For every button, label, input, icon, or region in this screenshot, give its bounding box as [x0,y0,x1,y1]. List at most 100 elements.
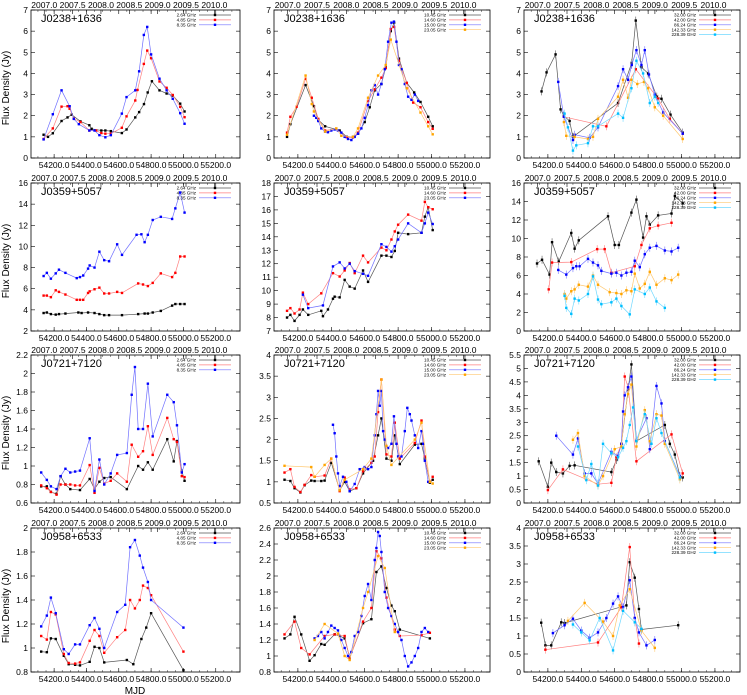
data-point [537,460,540,463]
data-point [146,586,150,590]
data-point [135,233,138,236]
data-point [635,445,638,448]
data-point [416,446,420,450]
data-point [628,545,631,549]
x-tick-label: 54600.0 [599,505,630,515]
data-point [578,265,581,268]
data-point [431,125,434,128]
legend-marker [713,201,717,204]
legend-label: 2.64 GHz [177,13,197,18]
y-tick-label: 12 [19,220,29,230]
legend-marker [213,196,217,199]
series-15-00-ghz [331,389,430,493]
data-point [75,276,78,280]
data-point [640,627,643,630]
y-axis-label: Flux Density (Jy) [1,51,12,125]
data-point [136,464,140,468]
year-tick-label: 2007.0 [31,173,57,183]
data-point [557,260,560,263]
data-point [348,658,351,662]
data-point [115,243,119,246]
legend-label: 8.35 GHz [177,540,197,545]
data-point [380,76,383,79]
data-point [568,464,571,468]
legend-marker [463,186,467,190]
legend-marker [463,13,467,17]
data-point [625,271,628,274]
year-tick-label: 2007.5 [304,173,330,183]
panel-title: J0721+7120 [534,358,595,370]
data-point [78,298,82,302]
series-23-05-ghz [301,211,434,310]
x-tick-label: 55200.0 [450,505,481,515]
data-point [133,365,137,369]
data-point [93,491,96,495]
data-point [626,96,630,99]
legend-marker [713,33,717,36]
data-point [55,487,58,491]
data-point [431,482,434,485]
data-point [670,212,673,215]
year-tick-label: 2010.0 [201,173,227,183]
data-point [390,463,393,467]
data-point [90,127,93,131]
plot-frame [273,354,491,504]
data-point [285,309,289,313]
data-point [676,246,680,249]
data-point [146,284,150,288]
data-point [363,120,366,124]
data-point [146,312,150,315]
data-point [183,302,186,306]
panel-j0721-7120-1: 54200.0 54400.0 54600.0 54800.0 55000.0 55200… [259,345,491,515]
year-tick-label: 2008.5 [116,345,142,355]
data-point [393,245,396,248]
legend-label: 32.00 GHz [674,186,697,191]
data-point [428,480,432,484]
data-point [423,459,427,462]
series-14-60-ghz [283,550,432,660]
data-point [298,308,301,311]
legend-label: 42.00 GHz [674,363,697,368]
data-point [70,113,73,116]
y-tick-label: 1.8 [259,587,271,597]
data-point [431,228,434,232]
year-tick-label: 2009.5 [671,345,697,355]
data-point [73,643,77,646]
data-point [49,485,53,488]
year-tick-label: 2010.0 [701,345,727,355]
data-point [395,40,398,43]
legend-label: 4.85 GHz [177,536,197,541]
series-4-85-ghz [39,416,186,496]
data-point [668,442,672,445]
year-tick-label: 2008.0 [88,173,114,183]
y-tick-label: 4 [516,390,521,400]
plot-frame [273,182,491,332]
data-point [310,479,313,482]
data-point [356,630,360,634]
data-point [646,87,650,90]
data-point [348,489,351,493]
x-tick-label: 54400.0 [566,505,597,515]
data-point [386,40,390,43]
data-point [165,92,168,95]
data-point [283,637,286,640]
series-15-00-ghz [313,530,430,668]
data-point [64,467,67,470]
x-tick-label: 54600.0 [599,674,630,684]
data-point [149,594,153,597]
data-point [638,287,641,290]
x-tick-label: 55200.0 [450,674,481,684]
data-point [591,261,595,264]
y-tick-label: 14 [512,197,522,207]
year-tick-label: 2008.5 [363,173,389,183]
data-point [125,480,129,483]
x-tick-label: 54600.0 [599,333,630,343]
data-point [178,102,182,105]
data-point [323,622,326,626]
data-point [370,618,373,621]
year-tick-label: 2007.5 [554,345,580,355]
data-point [380,557,383,560]
x-tick-label: 55200.0 [200,333,231,343]
y-tick-label: 0 [516,498,521,508]
series-line [43,49,185,140]
